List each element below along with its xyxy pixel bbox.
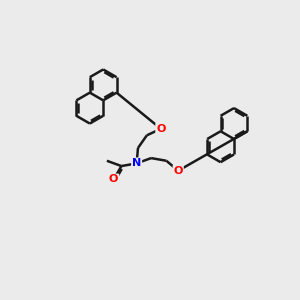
Text: N: N <box>132 158 141 168</box>
Text: O: O <box>156 124 166 134</box>
Text: O: O <box>173 166 183 176</box>
Text: O: O <box>109 174 118 184</box>
